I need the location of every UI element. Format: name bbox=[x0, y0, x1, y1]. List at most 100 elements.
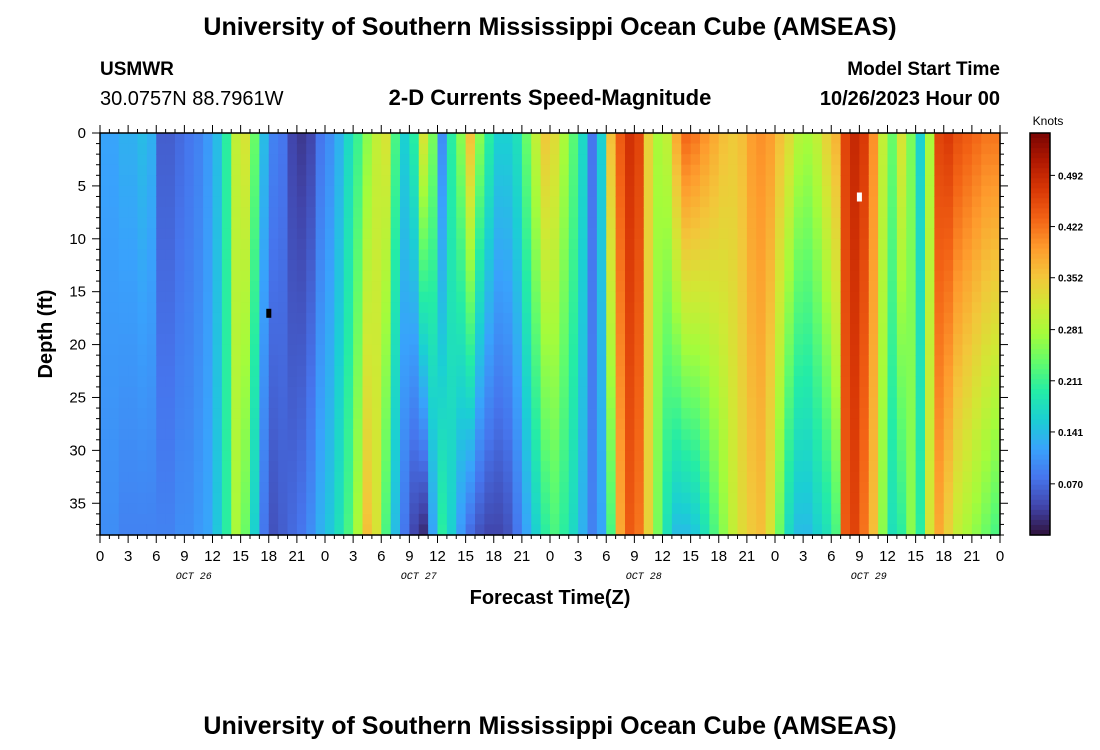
heatmap-cell bbox=[981, 259, 992, 272]
heatmap-cell bbox=[990, 386, 1001, 399]
heatmap-cell bbox=[840, 450, 851, 462]
heatmap-cell bbox=[503, 471, 514, 483]
heatmap-cell bbox=[662, 482, 673, 494]
heatmap-cell bbox=[568, 228, 579, 240]
heatmap-cell bbox=[409, 175, 420, 187]
heatmap-cell bbox=[728, 207, 739, 219]
heatmap-cell bbox=[353, 503, 364, 515]
heatmap-cell bbox=[118, 439, 129, 451]
heatmap-cell bbox=[953, 238, 964, 250]
heatmap-cell bbox=[690, 323, 701, 335]
heatmap-cell bbox=[971, 154, 982, 166]
heatmap-cell bbox=[343, 513, 354, 526]
heatmap-cell bbox=[784, 429, 795, 441]
heatmap-cell bbox=[231, 164, 242, 176]
heatmap-cell bbox=[250, 450, 260, 462]
heatmap-cell bbox=[887, 482, 898, 494]
heatmap-cell bbox=[475, 196, 485, 208]
heatmap-cell bbox=[812, 228, 823, 240]
heatmap-cell bbox=[240, 207, 251, 219]
heatmap-cell bbox=[278, 418, 289, 430]
heatmap-cell bbox=[737, 439, 748, 451]
heatmap-cell bbox=[784, 228, 795, 240]
heatmap-cell bbox=[803, 503, 814, 515]
heatmap-cell bbox=[840, 143, 851, 155]
heatmap-cell bbox=[353, 482, 364, 494]
heatmap-cell bbox=[484, 175, 495, 187]
heatmap-cell bbox=[746, 312, 757, 325]
heatmap-cell bbox=[634, 492, 645, 504]
heatmap-cell bbox=[765, 365, 776, 377]
heatmap-cell bbox=[943, 503, 954, 515]
heatmap-cell bbox=[700, 270, 710, 282]
heatmap-cell bbox=[925, 217, 935, 229]
heatmap-cell bbox=[831, 259, 842, 272]
heatmap-cell bbox=[465, 249, 476, 261]
heatmap-cell bbox=[118, 281, 129, 293]
heatmap-cell bbox=[878, 408, 889, 420]
heatmap-cell bbox=[475, 281, 485, 293]
heatmap-cell bbox=[981, 397, 992, 409]
heatmap-cell bbox=[700, 133, 710, 145]
heatmap-cell bbox=[315, 323, 326, 335]
heatmap-cell bbox=[203, 312, 214, 325]
heatmap-cell bbox=[953, 460, 964, 473]
heatmap-cell bbox=[362, 217, 373, 229]
heatmap-cell bbox=[259, 281, 270, 293]
x-axis: 0 3 6 9 12 15 18 21 0 3 6 9 12 15 18 21 0 3 6 9 12 15 18 21 0 3 6 9… bbox=[96, 125, 1004, 565]
heatmap-cell bbox=[887, 492, 898, 504]
heatmap-cell bbox=[503, 164, 514, 176]
heatmap-cell bbox=[362, 376, 373, 388]
heatmap-cell bbox=[484, 334, 495, 346]
heatmap-cell bbox=[784, 524, 795, 536]
heatmap-cell bbox=[878, 439, 889, 451]
heatmap-cell bbox=[709, 513, 720, 526]
heatmap-cell bbox=[728, 344, 739, 356]
heatmap-cell bbox=[953, 439, 964, 451]
heatmap-cell bbox=[493, 355, 504, 367]
heatmap-cell bbox=[315, 196, 326, 208]
heatmap-cell bbox=[465, 355, 476, 367]
heatmap-cell bbox=[306, 376, 317, 388]
heatmap-cell bbox=[362, 397, 373, 409]
heatmap-cell bbox=[437, 460, 448, 473]
heatmap-cell bbox=[212, 482, 223, 494]
heatmap-cell bbox=[934, 249, 945, 261]
heatmap-cell bbox=[334, 238, 345, 250]
heatmap-cell bbox=[390, 207, 401, 219]
heatmap-cell bbox=[409, 365, 420, 377]
heatmap-cell bbox=[212, 376, 223, 388]
heatmap-cell bbox=[128, 482, 139, 494]
heatmap-cell bbox=[371, 365, 382, 377]
heatmap-cell bbox=[840, 408, 851, 420]
heatmap-cell bbox=[840, 270, 851, 282]
heatmap-cell bbox=[643, 429, 654, 441]
heatmap-cell bbox=[118, 376, 129, 388]
heatmap-cell bbox=[465, 207, 476, 219]
heatmap-cell bbox=[128, 228, 139, 240]
heatmap-cell bbox=[550, 376, 560, 388]
heatmap-cell bbox=[446, 355, 457, 367]
heatmap-cell bbox=[737, 312, 748, 325]
heatmap-cell bbox=[718, 355, 729, 367]
heatmap-cell bbox=[934, 482, 945, 494]
heatmap-cell bbox=[943, 450, 954, 462]
heatmap-cell bbox=[690, 196, 701, 208]
heatmap-cell bbox=[953, 524, 964, 536]
heatmap-cell bbox=[906, 376, 917, 388]
heatmap-cell bbox=[971, 312, 982, 325]
heatmap-cell bbox=[690, 228, 701, 240]
heatmap-cell bbox=[653, 196, 664, 208]
heatmap-cell bbox=[850, 376, 860, 388]
heatmap-cell bbox=[146, 133, 157, 145]
heatmap-cell bbox=[887, 164, 898, 176]
heatmap-cell bbox=[521, 270, 532, 282]
colorbar-segment bbox=[1030, 248, 1050, 255]
heatmap-cell bbox=[175, 133, 185, 145]
heatmap-cell bbox=[906, 302, 917, 314]
heatmap-cell bbox=[718, 323, 729, 335]
heatmap-cell bbox=[362, 238, 373, 250]
heatmap-cell bbox=[653, 249, 664, 261]
heatmap-cell bbox=[850, 249, 860, 261]
heatmap-cell bbox=[437, 334, 448, 346]
